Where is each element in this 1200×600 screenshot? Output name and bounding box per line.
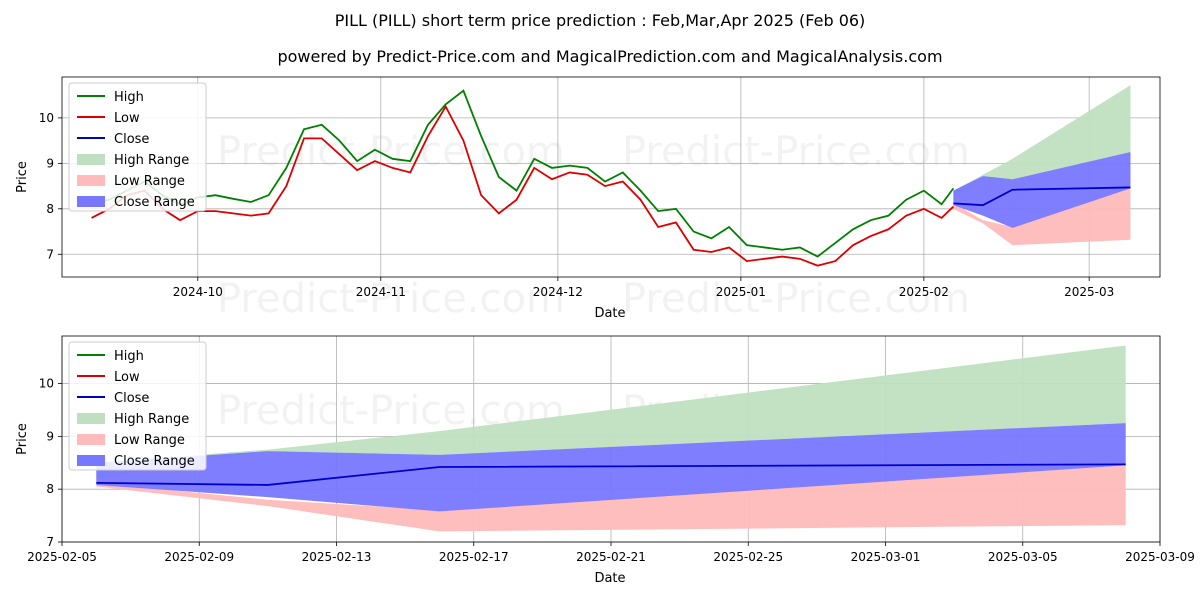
legend-label: Low: [114, 111, 140, 126]
plot-frame: [61, 335, 1161, 543]
x-tick-label: 2025-03-05: [988, 550, 1058, 564]
y-tick-label: 10: [39, 377, 54, 391]
x-tick-label: 2025-01: [716, 285, 766, 299]
y-tick-label: 8: [46, 202, 54, 216]
legend-label: Low Range: [114, 433, 185, 448]
low-range-band: [96, 465, 1126, 532]
x-axis-label: Date: [594, 571, 625, 586]
legend-label: Close: [114, 391, 149, 406]
close-series-line: [953, 186, 1131, 207]
watermark-text: Predict-Price.com: [622, 129, 970, 175]
x-tick-label: 2025-02-21: [576, 550, 646, 564]
watermark-text: Predict-Price.com: [622, 276, 970, 322]
y-tick-label: 9: [46, 429, 54, 443]
legend-label: High: [114, 349, 144, 364]
close-range-band: [96, 423, 1126, 512]
x-tick-label: 2024-11: [356, 285, 406, 299]
y-tick-label: 7: [46, 535, 54, 549]
legend-label: Close: [114, 132, 149, 147]
y-axis-label: Price: [15, 423, 30, 455]
plot-frame: [61, 76, 1161, 278]
low-series-line: [91, 104, 955, 267]
x-tick-label: 2025-02-17: [439, 550, 509, 564]
watermark-text: Predict-Price.com: [217, 276, 565, 322]
x-tick-label: 2025-02-09: [164, 550, 234, 564]
x-tick-label: 2025-03-01: [851, 550, 921, 564]
y-tick-label: 8: [46, 482, 54, 496]
legend-label: High: [114, 90, 144, 105]
x-tick-label: 2024-10: [173, 285, 223, 299]
legend-swatch: [77, 154, 105, 165]
x-tick-label: 2025-03-09: [1125, 550, 1195, 564]
legend-swatch: [77, 455, 105, 466]
x-tick-label: 2024-12: [533, 285, 583, 299]
low-range-band: [953, 188, 1131, 246]
x-tick-label: 2025-02-13: [302, 550, 372, 564]
legend-label: Low: [114, 370, 140, 385]
legend-label: High Range: [114, 153, 189, 168]
y-axis-label: Price: [15, 161, 30, 193]
x-tick-label: 2025-02-05: [27, 550, 97, 564]
legend-swatch: [77, 175, 105, 186]
x-tick-label: 2025-02: [899, 285, 949, 299]
close-series-line: [96, 463, 1126, 486]
y-tick-label: 10: [39, 111, 54, 125]
high-range-band: [953, 85, 1131, 201]
high-series-line: [91, 89, 955, 258]
legend-swatch: [77, 434, 105, 445]
x-axis-label: Date: [594, 306, 625, 321]
legend-label: Close Range: [114, 454, 195, 469]
y-tick-label: 9: [46, 156, 54, 170]
high-range-band: [96, 345, 1126, 479]
legend-label: Close Range: [114, 195, 195, 210]
y-tick-label: 7: [46, 247, 54, 261]
chart-subtitle: powered by Predict-Price.com and Magical…: [277, 47, 942, 66]
legend-label: Low Range: [114, 174, 185, 189]
legend-swatch: [77, 196, 105, 207]
x-tick-label: 2025-02-25: [713, 550, 783, 564]
legend-swatch: [77, 413, 105, 424]
legend-label: High Range: [114, 412, 189, 427]
x-tick-label: 2025-03: [1064, 285, 1114, 299]
chart-title: PILL (PILL) short term price prediction …: [335, 11, 866, 30]
